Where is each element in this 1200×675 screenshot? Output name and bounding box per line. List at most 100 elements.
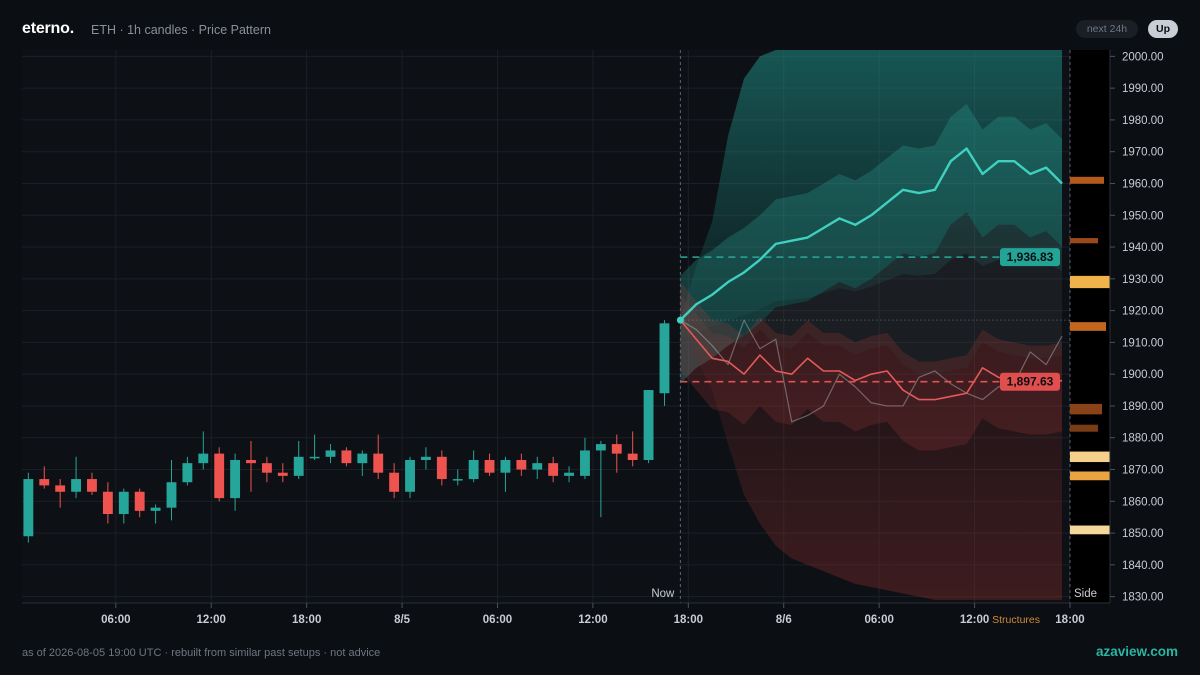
- y-tick-label: 1940.00: [1122, 242, 1164, 254]
- y-tick-label: 1910.00: [1122, 337, 1164, 349]
- volume-bar: [1070, 275, 1110, 289]
- candle-body: [246, 459, 256, 464]
- neutral-band: [680, 212, 1063, 384]
- structures-label: Structures: [992, 614, 1040, 626]
- y-tick-label: 2000.00: [1122, 51, 1164, 63]
- candle-body: [373, 453, 384, 473]
- side-volume-profile: [1069, 50, 1110, 603]
- candle-body: [595, 444, 606, 451]
- volume-bar: [1070, 424, 1098, 432]
- y-tick-label: 1880.00: [1122, 433, 1164, 445]
- x-tick-label: 8/5: [394, 614, 411, 626]
- y-tick-label: 1930.00: [1122, 274, 1164, 286]
- direction-badge[interactable]: Up: [1148, 20, 1178, 38]
- y-tick-label: 1890.00: [1122, 401, 1164, 413]
- candle-body: [389, 472, 400, 492]
- candle-body: [230, 459, 241, 499]
- y-tick-label: 1970.00: [1122, 147, 1164, 159]
- candle-body: [71, 479, 81, 492]
- footer-note: as of 2026-08-05 19:00 UTC · rebuilt fro…: [22, 647, 381, 659]
- candle-body: [39, 479, 50, 486]
- level-label-down: 1,897.63: [1007, 375, 1054, 389]
- y-tick-label: 1870.00: [1122, 465, 1164, 477]
- x-tick-label: 18:00: [292, 614, 321, 626]
- level-badge-up: [1000, 248, 1060, 267]
- axes: Now Side 1830.00 1840.00 1850.00 1860.00 1870.…: [22, 50, 1164, 626]
- candle-body: [436, 456, 447, 480]
- target-levels: 1,936.83 1,897.63: [680, 248, 1062, 391]
- candle-body: [611, 444, 622, 454]
- y-tick-label: 1900.00: [1122, 369, 1164, 381]
- candle-body: [548, 463, 559, 476]
- candle-body: [23, 479, 34, 537]
- volume-bar: [1070, 176, 1104, 184]
- side-label: Side: [1074, 588, 1097, 600]
- bull-band: [680, 50, 1063, 340]
- candle-body: [627, 453, 638, 460]
- x-tick-label: 18:00: [674, 614, 703, 626]
- y-tick-label: 1860.00: [1122, 496, 1164, 508]
- x-tick-label: 12:00: [960, 614, 989, 626]
- candle-body: [118, 491, 129, 515]
- candle-body: [166, 482, 177, 508]
- candle-body: [484, 459, 495, 473]
- level-badge-down: [1000, 372, 1060, 391]
- candle-body: [516, 459, 527, 470]
- candle-body: [500, 459, 511, 473]
- bull-inner-band: [680, 104, 1063, 384]
- volume-bar: [1070, 238, 1098, 244]
- now-label: Now: [651, 588, 675, 600]
- candle-body: [564, 472, 574, 476]
- volume-bar: [1070, 451, 1110, 463]
- candle-body: [643, 390, 654, 460]
- volume-bar: [1070, 471, 1110, 481]
- ghost-path: [680, 319, 1063, 423]
- candle-body: [659, 323, 670, 394]
- candle-body: [87, 479, 97, 492]
- candle-body: [277, 472, 288, 476]
- y-tick-label: 1850.00: [1122, 528, 1164, 540]
- now-point: [676, 316, 684, 324]
- candle-body: [309, 456, 320, 459]
- volume-bar: [1070, 322, 1106, 331]
- candle-body: [261, 463, 272, 473]
- bull-path: [679, 147, 1063, 321]
- candle-body: [55, 485, 66, 492]
- x-tick-label: 06:00: [101, 614, 130, 626]
- volume-bar: [1070, 525, 1110, 535]
- horizon-badge[interactable]: next 24h: [1076, 20, 1138, 38]
- x-tick-label: 12:00: [197, 614, 226, 626]
- x-tick-label: 18:00: [1055, 614, 1084, 626]
- candle-body: [198, 453, 209, 464]
- x-tick-label: 06:00: [483, 614, 512, 626]
- y-tick-label: 1950.00: [1122, 210, 1164, 222]
- header: eterno. ETH · 1h candles · Price Pattern…: [0, 0, 1200, 50]
- y-tick-label: 1840.00: [1122, 560, 1164, 572]
- candle-body: [134, 491, 145, 511]
- level-label-up: 1,936.83: [1007, 250, 1054, 264]
- candle-body: [532, 463, 543, 470]
- candle-body: [150, 507, 161, 511]
- footer-site-link[interactable]: azaview.com: [1095, 644, 1178, 659]
- volume-bar: [1070, 403, 1102, 415]
- candle-body: [102, 491, 113, 515]
- y-tick-label: 1990.00: [1122, 83, 1164, 95]
- candle-body: [341, 450, 352, 464]
- candle-body: [357, 453, 368, 464]
- candle-body: [182, 463, 193, 483]
- y-tick-label: 1960.00: [1122, 178, 1164, 190]
- chart-subtitle: ETH · 1h candles · Price Pattern: [91, 23, 271, 37]
- candle-body: [325, 450, 336, 457]
- candle-body: [468, 459, 479, 480]
- candle-body: [421, 456, 431, 460]
- x-tick-label: 06:00: [864, 614, 893, 626]
- forecast-paths: [676, 50, 1070, 603]
- y-tick-label: 1830.00: [1122, 592, 1164, 604]
- candle-body: [405, 459, 415, 492]
- x-tick-label: 12:00: [578, 614, 607, 626]
- bear-inner-band: [680, 282, 1063, 451]
- candle-body: [580, 450, 590, 476]
- bear-path: [679, 319, 1063, 401]
- brand-logo: eterno.: [22, 20, 74, 37]
